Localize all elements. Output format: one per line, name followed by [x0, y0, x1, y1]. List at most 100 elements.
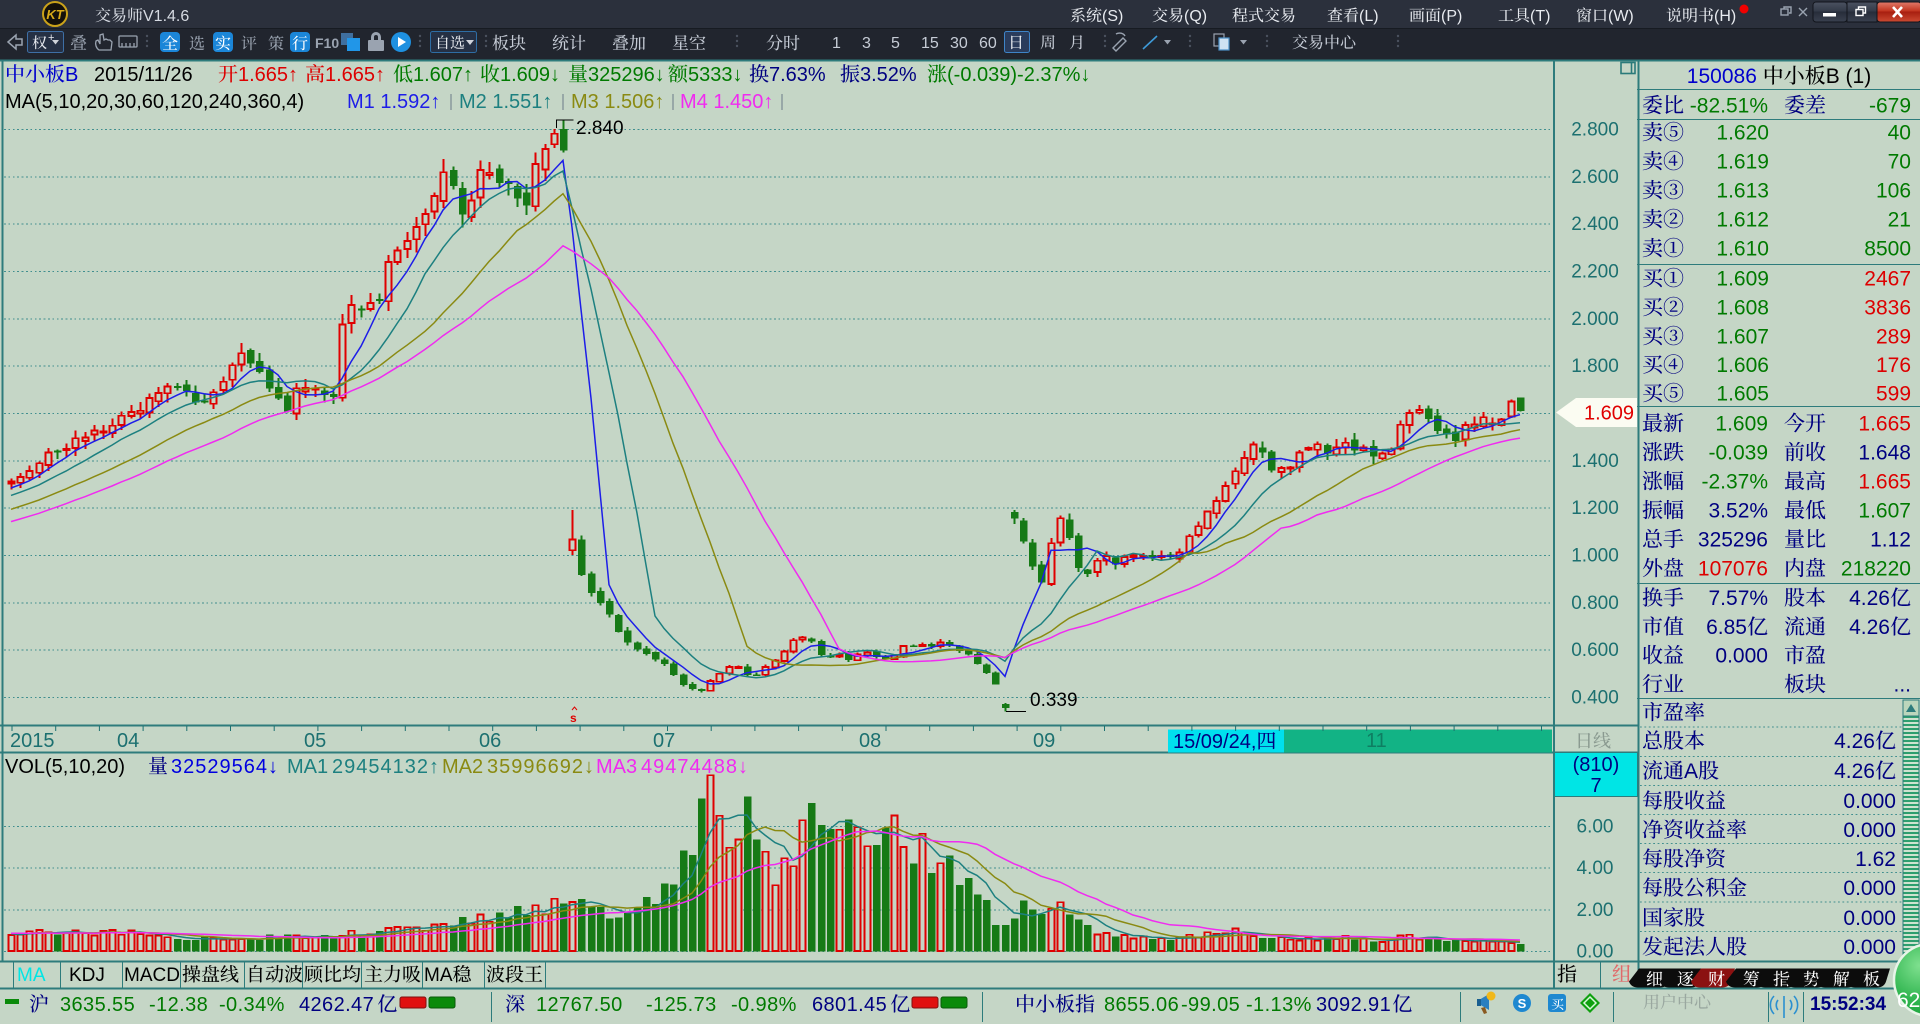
- svg-text:1.62: 1.62: [1855, 848, 1896, 871]
- svg-text:(P): (P): [1441, 8, 1462, 25]
- svg-text:1.605: 1.605: [1716, 383, 1769, 406]
- svg-text:0.000: 0.000: [1715, 645, 1768, 668]
- svg-text:2.840: 2.840: [576, 118, 624, 139]
- svg-text:MACD: MACD: [124, 965, 180, 986]
- svg-text:289: 289: [1876, 326, 1911, 349]
- svg-text:6801.45: 6801.45: [812, 994, 887, 1016]
- svg-text:1.609: 1.609: [1715, 413, 1768, 436]
- svg-text:12767.50: 12767.50: [536, 994, 623, 1016]
- svg-text:KDJ: KDJ: [69, 965, 105, 986]
- svg-text:599: 599: [1876, 383, 1911, 406]
- svg-text:2.400: 2.400: [1571, 214, 1619, 235]
- svg-text:1.000: 1.000: [1571, 546, 1619, 567]
- svg-text:MA1: MA1: [287, 756, 328, 778]
- svg-text:62: 62: [1897, 989, 1920, 1012]
- svg-text:30: 30: [950, 35, 968, 52]
- svg-text:M4 1.450↑: M4 1.450↑: [680, 91, 773, 113]
- svg-text:1.665: 1.665: [1858, 413, 1911, 436]
- svg-text:(H): (H): [1714, 8, 1736, 25]
- svg-text:1.400: 1.400: [1571, 451, 1619, 472]
- svg-text:F10: F10: [315, 35, 339, 51]
- svg-text:B (1): B (1): [1826, 65, 1872, 88]
- svg-text:0.000: 0.000: [1843, 907, 1896, 930]
- svg-text:-0.039: -0.039: [1709, 442, 1769, 465]
- svg-text:4.26: 4.26: [1834, 730, 1875, 753]
- svg-text:325296↓: 325296↓: [588, 64, 665, 86]
- svg-text:08: 08: [859, 730, 881, 752]
- svg-text:0.400: 0.400: [1571, 688, 1619, 709]
- svg-text:1.609↓: 1.609↓: [500, 64, 560, 86]
- svg-text:(W): (W): [1608, 8, 1634, 25]
- svg-text:1.665: 1.665: [1858, 471, 1911, 494]
- svg-text:KT: KT: [46, 7, 64, 22]
- svg-text:1.620: 1.620: [1716, 122, 1769, 145]
- svg-text:1.800: 1.800: [1571, 356, 1619, 377]
- svg-text:3.52%: 3.52%: [1709, 500, 1769, 523]
- svg-text:15/09/24,: 15/09/24,: [1173, 731, 1256, 753]
- svg-text:6.85: 6.85: [1706, 616, 1747, 639]
- svg-text:(S): (S): [1102, 8, 1123, 25]
- svg-text:15: 15: [921, 35, 939, 52]
- svg-text:11: 11: [1366, 730, 1387, 752]
- svg-text:1.607: 1.607: [1858, 500, 1911, 523]
- svg-text:107076: 107076: [1698, 558, 1768, 581]
- svg-text:-679: -679: [1869, 95, 1911, 118]
- svg-text:0.339: 0.339: [1030, 690, 1078, 711]
- svg-text:0.000: 0.000: [1843, 819, 1896, 842]
- svg-text:2.200: 2.200: [1571, 262, 1619, 283]
- svg-text:7: 7: [1590, 775, 1601, 797]
- svg-text:1.606: 1.606: [1716, 354, 1769, 377]
- svg-text:60: 60: [979, 35, 997, 52]
- svg-text:2.00: 2.00: [1577, 900, 1614, 921]
- svg-text:40: 40: [1888, 122, 1911, 145]
- svg-text:2467: 2467: [1864, 268, 1911, 291]
- svg-text:(-0.039)-2.37%↓: (-0.039)-2.37%↓: [947, 64, 1090, 86]
- svg-text:MA: MA: [424, 965, 453, 986]
- svg-text:0.00: 0.00: [1577, 942, 1614, 963]
- svg-text:1.607: 1.607: [1716, 326, 1769, 349]
- svg-text:09: 09: [1033, 730, 1055, 752]
- svg-text:(810): (810): [1573, 754, 1620, 776]
- svg-text:70: 70: [1888, 151, 1911, 174]
- svg-text:1.608: 1.608: [1716, 297, 1769, 320]
- svg-text:3092.91: 3092.91: [1316, 994, 1391, 1016]
- svg-text:-1.13%: -1.13%: [1246, 994, 1312, 1016]
- svg-text:+: +: [48, 32, 54, 44]
- svg-text:106: 106: [1876, 180, 1911, 203]
- svg-text:49474488↓: 49474488↓: [641, 756, 749, 778]
- svg-text:4.26: 4.26: [1834, 760, 1875, 783]
- svg-text:-0.98%: -0.98%: [731, 994, 797, 1016]
- svg-text:1.12: 1.12: [1870, 529, 1911, 552]
- svg-text:07: 07: [653, 730, 675, 752]
- svg-text:1.613: 1.613: [1716, 180, 1769, 203]
- svg-text:M3 1.506↑: M3 1.506↑: [571, 91, 664, 113]
- svg-text:5333↓: 5333↓: [688, 64, 743, 86]
- svg-text:0.800: 0.800: [1571, 593, 1619, 614]
- svg-text:35996692↓: 35996692↓: [487, 756, 595, 778]
- svg-text:7.63%: 7.63%: [769, 64, 826, 86]
- svg-text:1.665↑: 1.665↑: [238, 64, 298, 86]
- svg-text:3: 3: [862, 35, 871, 52]
- svg-text:M2 1.551↑: M2 1.551↑: [459, 91, 552, 113]
- svg-text:5: 5: [891, 35, 900, 52]
- svg-text:2015/11/26: 2015/11/26: [94, 64, 193, 86]
- svg-text:2.800: 2.800: [1571, 120, 1619, 141]
- svg-text:MA: MA: [17, 965, 46, 986]
- svg-text:-125.73: -125.73: [646, 994, 717, 1016]
- svg-text:29454132↑: 29454132↑: [332, 756, 440, 778]
- svg-text:A: A: [1684, 760, 1698, 783]
- svg-text:2.600: 2.600: [1571, 167, 1619, 188]
- svg-text:4262.47: 4262.47: [299, 994, 374, 1016]
- svg-text:VOL(5,10,20): VOL(5,10,20): [5, 756, 125, 778]
- svg-text:1.609: 1.609: [1716, 268, 1769, 291]
- svg-text:1.665↑: 1.665↑: [325, 64, 385, 86]
- svg-text:(T): (T): [1530, 8, 1550, 25]
- svg-text:1.609: 1.609: [1584, 403, 1634, 425]
- svg-text:04: 04: [117, 730, 139, 752]
- svg-text:M1 1.592↑: M1 1.592↑: [347, 91, 440, 113]
- svg-text:32529564↓: 32529564↓: [171, 756, 279, 778]
- svg-text:1: 1: [832, 35, 841, 52]
- svg-text:s: s: [570, 711, 577, 725]
- svg-text:0.000: 0.000: [1843, 790, 1896, 813]
- svg-text:0.600: 0.600: [1571, 640, 1619, 661]
